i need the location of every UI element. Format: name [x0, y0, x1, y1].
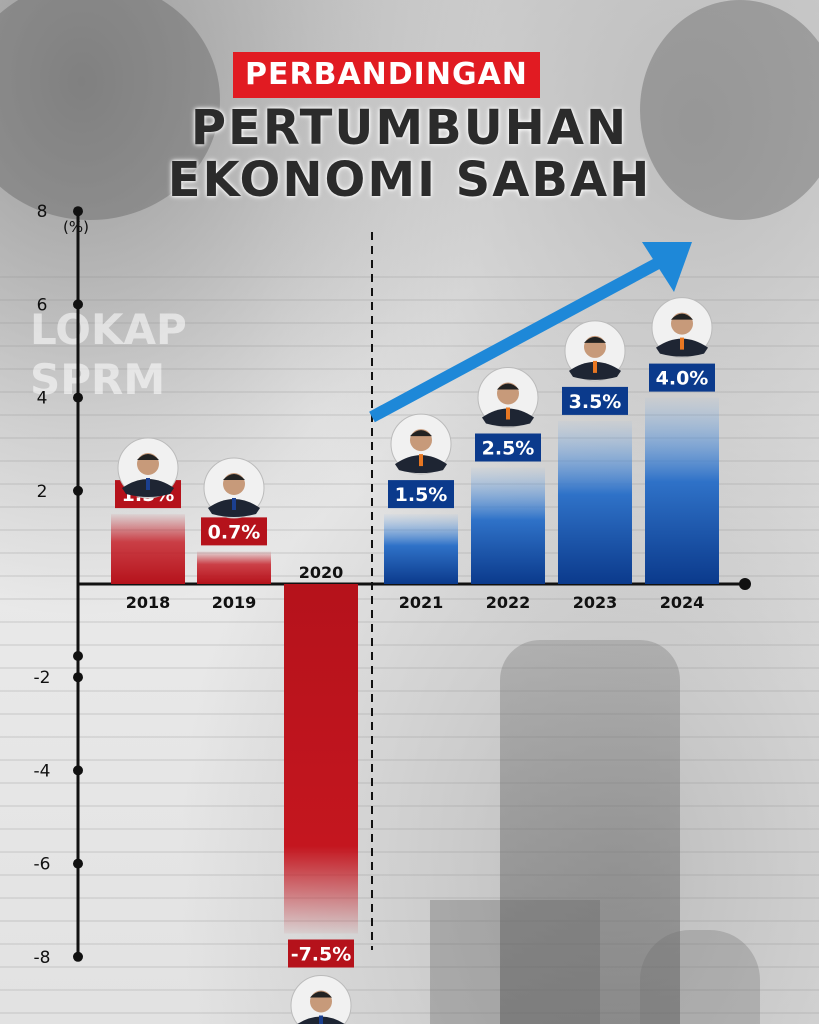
y-tick-dot	[73, 651, 83, 661]
y-tick-dot	[73, 485, 83, 496]
avatar-tie	[232, 498, 236, 510]
value-label-box	[201, 517, 267, 546]
building-low	[430, 900, 600, 1024]
bar-2021	[384, 514, 458, 584]
value-label-2019: 0.7%	[208, 521, 261, 543]
avatar-hair	[584, 336, 606, 343]
portrait-avatar	[203, 457, 265, 519]
category-label-2022: 2022	[486, 593, 531, 612]
y-tick-label: 8	[37, 202, 48, 222]
background-text-line: LOKAP	[30, 305, 187, 354]
y-tick-dot	[73, 299, 83, 310]
y-tick-label: -8	[34, 948, 51, 968]
title-line-3: EKONOMI SABAH	[167, 152, 652, 208]
bar-2019	[197, 551, 271, 584]
bar-2018	[111, 514, 185, 584]
avatar-tie	[680, 337, 684, 350]
y-tick-dot	[73, 672, 83, 683]
y-tick-label: -2	[34, 668, 51, 688]
portrait-avatar	[290, 975, 352, 1024]
y-tick-label: -6	[34, 855, 51, 875]
category-label-2023: 2023	[573, 593, 618, 612]
value-label-2024: 4.0%	[656, 368, 709, 390]
category-label-2020: 2020	[299, 563, 344, 582]
portrait-avatar	[564, 320, 626, 382]
avatar-hair	[497, 383, 519, 390]
portrait-avatar	[651, 297, 713, 359]
avatar-hair	[223, 474, 245, 480]
bar-2022	[471, 467, 545, 584]
y-tick-dot	[73, 951, 83, 962]
title-banner: PERBANDINGAN	[233, 52, 540, 98]
y-tick-dot	[73, 858, 83, 869]
bar-2023	[558, 420, 632, 584]
y-tick-dot	[73, 392, 83, 403]
value-label-box	[649, 363, 715, 392]
background-text-line: SPRM	[30, 355, 166, 404]
background-text: LOKAP SPRM	[30, 305, 187, 405]
value-label-box	[388, 480, 454, 509]
background-portrait-left	[0, 0, 220, 220]
portrait-avatar	[390, 413, 452, 475]
category-label-2018: 2018	[126, 593, 171, 612]
value-label-2022: 2.5%	[482, 438, 535, 460]
y-tick-dot	[73, 765, 83, 776]
trend-arrow-head	[642, 242, 692, 292]
value-label-2020: -7.5%	[291, 944, 352, 966]
x-axis-end-dot	[739, 578, 751, 590]
building-dome	[640, 930, 760, 1024]
value-label-box	[475, 433, 541, 462]
avatar-tie	[146, 478, 150, 490]
trend-arrow-shaft	[369, 256, 663, 423]
portrait-avatar	[117, 437, 179, 499]
avatar-tie	[319, 1015, 323, 1024]
avatar-tie	[419, 454, 423, 467]
value-label-box	[288, 939, 354, 968]
category-label-2021: 2021	[399, 593, 444, 612]
avatar-hair	[410, 430, 432, 437]
avatar-tie	[593, 360, 597, 373]
value-label-box	[562, 386, 628, 415]
bar-2024	[645, 397, 719, 584]
value-label-2021: 1.5%	[395, 484, 448, 506]
category-label-2019: 2019	[212, 593, 257, 612]
y-tick-label: 6	[37, 295, 48, 315]
avatar-hair	[137, 454, 159, 460]
y-tick-dot	[73, 206, 83, 217]
y-tick-label: 4	[37, 389, 48, 409]
avatar-tie	[506, 407, 510, 420]
building-tower	[500, 640, 680, 1024]
avatar-hair	[671, 313, 693, 320]
y-axis-unit-label: (%)	[63, 218, 89, 236]
avatar-hair	[310, 991, 332, 998]
value-label-2023: 3.5%	[569, 391, 622, 413]
bar-2020	[284, 584, 358, 934]
y-tick-label: -4	[34, 761, 51, 781]
y-tick-label: 2	[37, 482, 48, 502]
background-portrait-right	[640, 0, 819, 220]
category-label-2024: 2024	[660, 593, 705, 612]
portrait-avatar	[477, 367, 539, 428]
title-line-2: PERTUMBUHAN	[190, 100, 629, 156]
